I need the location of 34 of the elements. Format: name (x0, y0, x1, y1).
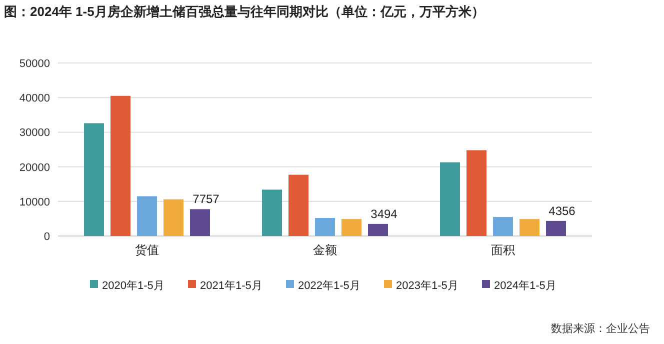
y-tick-label: 10000 (19, 196, 50, 208)
data-label: 7757 (192, 192, 220, 206)
bar (342, 219, 362, 236)
bar (520, 219, 540, 236)
x-tick-label: 金额 (313, 243, 337, 257)
bar (137, 196, 157, 236)
bar (84, 123, 104, 236)
bar (368, 224, 388, 236)
legend-label: 2020年1-5月 (102, 280, 164, 292)
data-label: 4356 (548, 204, 576, 218)
x-tick-label: 面积 (491, 243, 515, 257)
y-tick-label: 50000 (19, 58, 50, 70)
y-tick-label: 20000 (19, 162, 50, 174)
y-tick-label: 40000 (19, 92, 50, 105)
bar (315, 218, 335, 236)
bar (164, 199, 184, 236)
bar (110, 96, 130, 236)
source-note: 数据来源：企业公告 (551, 322, 650, 335)
legend-label: 2021年1-5月 (200, 280, 262, 292)
y-tick-label: 0 (44, 231, 50, 243)
legend-label: 2024年1-5月 (494, 280, 556, 292)
bar (440, 162, 460, 236)
bar (466, 150, 486, 236)
data-label: 3494 (370, 206, 398, 221)
chart-title: 图：2024年 1-5月房企新增土储百强总量与往年同期对比（单位：亿元，万平方米） (4, 4, 484, 19)
bar (190, 209, 210, 236)
bar (288, 174, 308, 236)
x-tick-label: 货值 (135, 243, 159, 257)
bar (262, 190, 282, 236)
legend-label: 2023年1-5月 (396, 280, 458, 292)
bar (546, 220, 566, 236)
y-tick-label: 30000 (19, 127, 50, 140)
bar (493, 216, 513, 236)
legend-label: 2022年1-5月 (298, 280, 360, 292)
